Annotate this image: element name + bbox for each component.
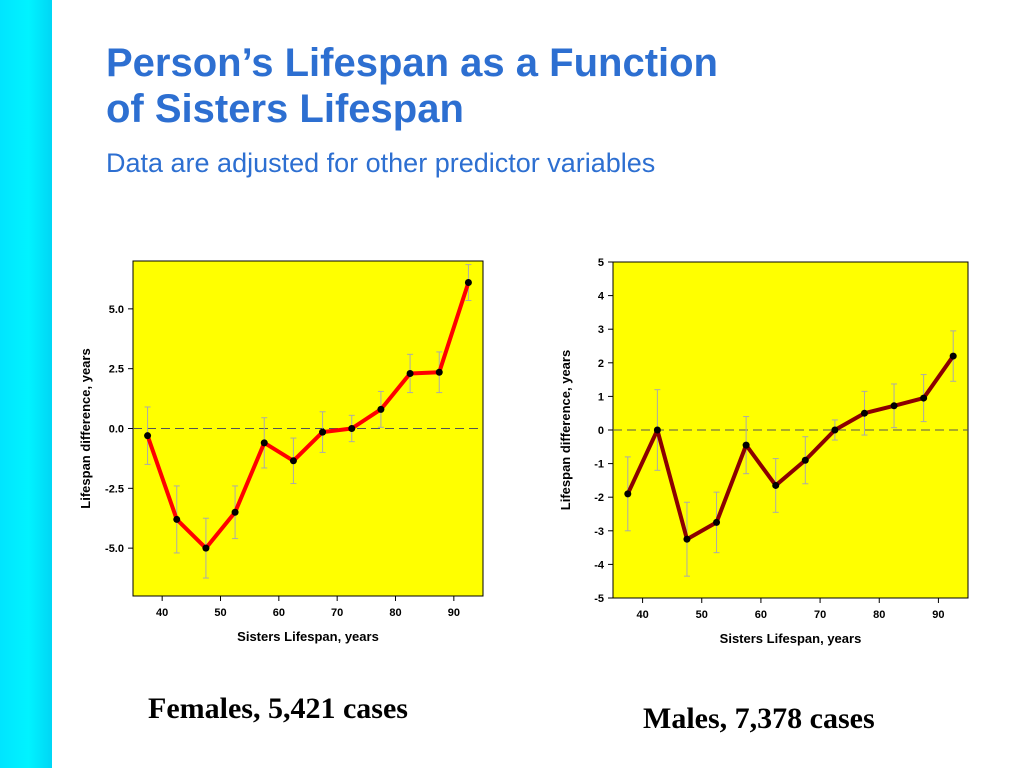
females-data-point [348,425,356,432]
males-y-tick-label: 4 [598,291,605,303]
males-data-point [949,352,957,360]
females-x-tick-label: 60 [273,607,285,619]
males-data-point [801,456,809,464]
left-accent-bar [0,0,52,768]
females-data-point [202,544,210,552]
females-data-point [231,508,239,516]
females-data-point [173,515,181,523]
males-caption: Males, 7,378 cases [643,702,875,735]
females-y-axis-label: Lifespan difference, years [78,348,93,508]
females-data-point [319,428,327,436]
males-chart: -5 -4 -3 -2 -1 0 1 2 3 4 5 40 50 60 70 80 90 Sisters Life… [558,257,969,646]
males-y-tick-label: -5 [594,593,604,605]
females-y-tick-label: 0.0 [109,424,124,436]
females-chart: -5.0 -2.5 0.0 2.5 5.0 40 50 60 70 80 90 Sisters Lif… [78,260,484,644]
males-data-point [624,490,632,498]
males-series-line [625,354,955,542]
females-data-point [144,432,152,440]
males-x-tick-label: 90 [932,609,944,621]
males-data-point [860,409,868,417]
females-x-tick-label: 40 [156,607,168,619]
females-data-point [377,405,385,413]
females-data-point [435,368,443,376]
males-y-axis-label: Lifespan difference, years [558,350,573,510]
females-y-tick-label: -2.5 [105,483,124,495]
males-data-point [683,535,691,543]
females-x-axis-label: Sisters Lifespan, years [237,629,379,644]
males-x-axis-label: Sisters Lifespan, years [720,631,862,646]
males-y-tick-label: 0 [598,425,604,437]
females-x-tick-label: 80 [389,607,401,619]
females-series-line [145,281,471,551]
males-data-point [742,441,750,449]
males-x-tick-label: 60 [755,609,767,621]
females-data-point [464,279,472,287]
females-caption: Females, 5,421 cases [148,692,408,725]
females-x-tick-label: 90 [448,607,460,619]
males-y-tick-label: -4 [594,559,605,571]
slide-title: Person’s Lifespan as a Function of Siste… [106,41,718,131]
males-data-point [653,426,661,434]
males-y-tick-label: 1 [598,391,604,403]
females-y-tick-label: -5.0 [105,543,124,555]
females-y-tick-label: 2.5 [109,364,124,376]
males-data-point [713,518,721,526]
females-data-point [406,369,414,377]
females-data-point [260,439,268,447]
females-x-tick-label: 70 [331,607,343,619]
females-data-point [289,457,297,465]
males-y-tick-label: -2 [594,492,604,504]
males-y-tick-label: 2 [598,358,604,370]
males-y-tick-label: -3 [594,526,604,538]
males-x-tick-label: 40 [636,609,648,621]
males-data-point [831,426,839,434]
females-x-tick-label: 50 [214,607,226,619]
males-y-tick-label: 3 [598,324,604,336]
males-x-tick-label: 70 [814,609,826,621]
males-data-point [920,394,928,402]
males-y-tick-label: 5 [598,257,604,269]
males-x-tick-label: 50 [696,609,708,621]
males-data-point [890,402,898,410]
females-y-tick-label: 5.0 [109,304,124,316]
males-y-tick-label: -1 [594,459,604,471]
slide-subtitle: Data are adjusted for other predictor va… [106,148,656,178]
males-x-tick-label: 80 [873,609,885,621]
males-data-point [772,481,780,489]
